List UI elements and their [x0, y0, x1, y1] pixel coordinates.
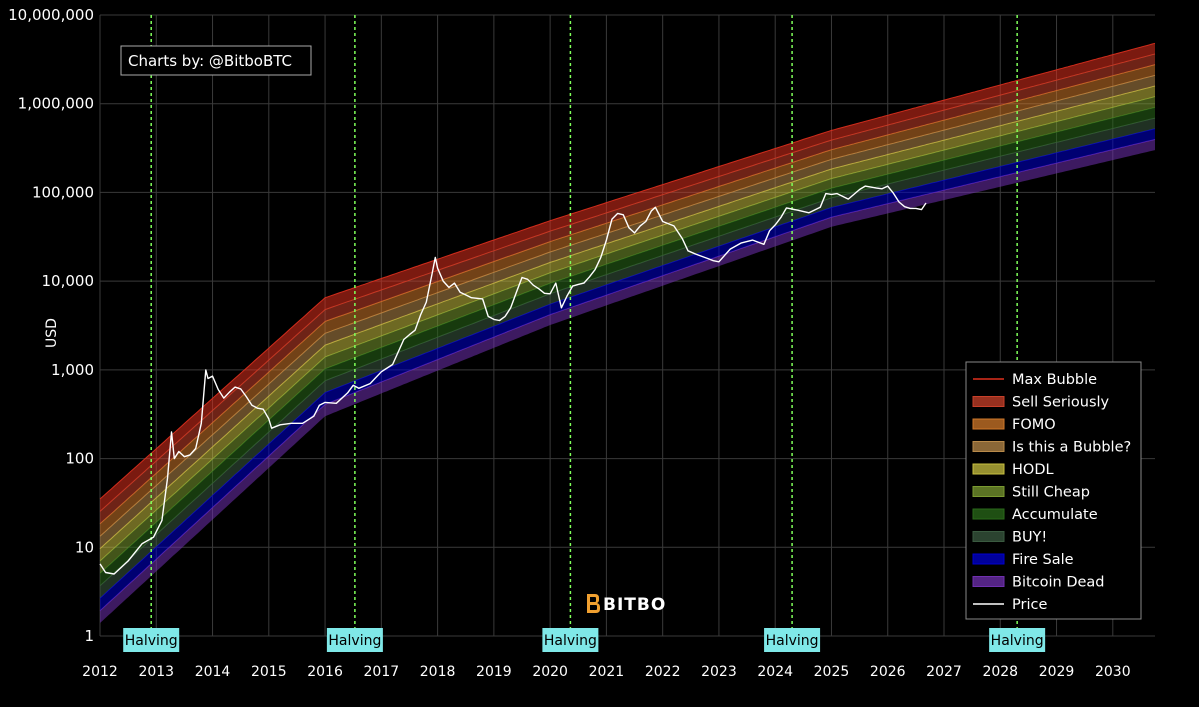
legend-swatch: [972, 486, 1005, 497]
price-series-line: [99, 185, 927, 575]
x-axis-ticks: 2012 2013 2014 2015 2016 2017 2018 2019 2020 2021…: [82, 664, 1130, 680]
credit-text: Charts by: @BitboBTC: [128, 52, 292, 70]
x-tick-label: 2015: [251, 664, 287, 680]
x-tick-label: 2023: [701, 664, 737, 680]
x-tick-label: 2021: [589, 664, 625, 680]
x-tick-label: 2020: [532, 664, 568, 680]
legend-item: Price: [973, 597, 1047, 613]
y-tick-label: 1,000,000: [18, 95, 94, 113]
x-tick-label: 2014: [195, 664, 231, 680]
legend-swatch: [972, 553, 1005, 565]
y-tick-label: 100: [65, 450, 94, 468]
watermark: BITBO: [587, 594, 666, 615]
x-tick-label: 2030: [1095, 664, 1131, 680]
halving-label: Halving: [991, 633, 1044, 649]
legend-swatch: [972, 463, 1005, 475]
x-tick-label: 2025: [814, 664, 850, 680]
legend-label: Max Bubble: [1012, 372, 1097, 388]
legend-item: Bitcoin Dead: [972, 575, 1105, 591]
legend-swatch: [972, 508, 1005, 520]
legend-swatch: [972, 441, 1005, 452]
legend-item: Sell Seriously: [972, 395, 1110, 411]
legend-item: Max Bubble: [973, 372, 1097, 388]
legend-item: FOMO: [972, 417, 1056, 433]
legend-item: HODL: [972, 462, 1054, 478]
rainbow-bands: [99, 42, 1156, 623]
band-edge: [99, 42, 1156, 500]
legend-swatch: [972, 576, 1005, 587]
x-tick-label: 2026: [870, 664, 906, 680]
halving-label-box: [123, 628, 180, 652]
y-tick-label: 10,000,000: [8, 6, 94, 24]
legend-label: Bitcoin Dead: [1012, 575, 1105, 591]
x-tick-label: 2018: [420, 664, 456, 680]
x-tick-label: 2019: [476, 664, 512, 680]
halving-label-box: [764, 628, 821, 652]
y-tick-label: 1: [84, 627, 94, 645]
credit-box: Charts by: @BitboBTC: [120, 45, 312, 76]
legend-label: Is this a Bubble?: [1012, 440, 1131, 456]
legend-label: FOMO: [1012, 417, 1056, 433]
y-tick-label: 1,000: [51, 361, 94, 379]
x-tick-label: 2012: [82, 664, 118, 680]
x-tick-label: 2029: [1039, 664, 1075, 680]
legend-label: Still Cheap: [1012, 485, 1090, 501]
y-axis-ticks: 1 10 100 1,000 10,000 100,000 1,000,000 10,000,…: [8, 6, 94, 645]
legend: Max Bubble Sell Seriously FOMO Is this a Bu…: [965, 361, 1142, 620]
legend-item: Fire Sale: [972, 552, 1074, 568]
halving-label: Halving: [544, 633, 597, 649]
legend-label: BUY!: [1012, 530, 1047, 546]
legend-item: Accumulate: [972, 507, 1098, 523]
legend-label: Sell Seriously: [1012, 395, 1110, 411]
x-tick-label: 2022: [645, 664, 681, 680]
legend-label: Accumulate: [1012, 507, 1098, 523]
y-axis-label: USD: [44, 318, 60, 348]
halving-label: Halving: [328, 633, 381, 649]
watermark-text: BITBO: [603, 595, 666, 615]
legend-item: Is this a Bubble?: [972, 440, 1131, 456]
x-tick-label: 2016: [307, 664, 343, 680]
x-tick-label: 2024: [757, 664, 793, 680]
halving-label-box: [989, 628, 1046, 652]
x-tick-label: 2017: [364, 664, 400, 680]
x-tick-label: 2013: [138, 664, 174, 680]
halving-label: Halving: [125, 633, 178, 649]
halving-label-box: [326, 628, 383, 652]
y-tick-label: 10,000: [42, 272, 95, 290]
bitbo-logo-icon: [587, 594, 600, 613]
legend-item: Still Cheap: [972, 485, 1090, 501]
halving-label: Halving: [766, 633, 819, 649]
halving-label-box: [542, 628, 599, 652]
y-tick-label: 100,000: [32, 183, 94, 201]
legend-label: Fire Sale: [1012, 552, 1074, 568]
x-tick-label: 2028: [982, 664, 1018, 680]
legend-item: BUY!: [972, 530, 1047, 546]
legend-label: Price: [1012, 597, 1047, 613]
legend-swatch: [972, 396, 1005, 407]
legend-label: HODL: [1012, 462, 1054, 478]
y-tick-label: 10: [75, 538, 94, 556]
x-tick-label: 2027: [926, 664, 962, 680]
legend-swatch: [972, 418, 1005, 430]
legend-swatch: [972, 531, 1005, 542]
